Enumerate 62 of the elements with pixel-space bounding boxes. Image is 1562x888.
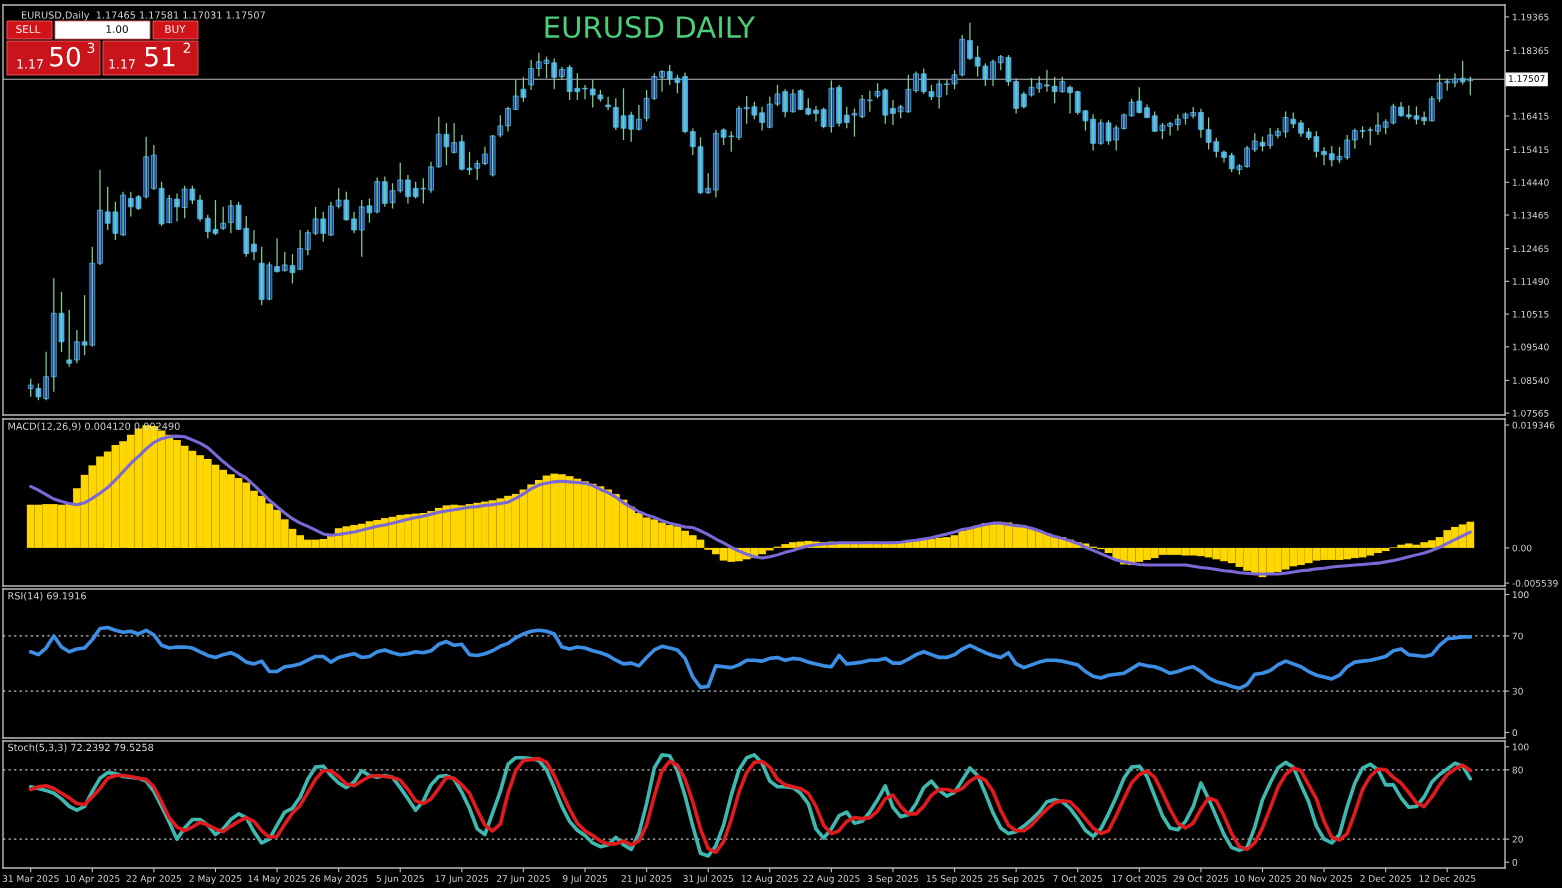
annotation: 1.17 [109,59,135,69]
x-tick-label: 7 Oct 2025 [1053,875,1102,882]
x-tick-label: 15 Sep 2025 [926,875,983,884]
y-tick-label: 1.10515 [1512,310,1549,318]
y-tick-label: 70 [1512,632,1523,640]
y-tick-label: 20 [1512,835,1523,843]
x-tick-label: 26 May 2025 [309,875,368,884]
x-tick-label: 12 Dec 2025 [1419,875,1476,882]
x-tick-label: 10 Nov 2025 [1234,875,1291,882]
x-tick-label: 20 Nov 2025 [1295,875,1353,882]
x-tick-label: 17 Jun 2025 [435,875,489,884]
annotation: 1.00 [106,25,128,34]
y-tick-label: 1.16415 [1512,112,1549,120]
annotation: 50 [50,46,81,67]
chart-title: Stoch(5,3,3) 72.2392 79.5258 [8,743,154,753]
annotation: 1.17 [17,59,43,69]
y-tick-label: 1.18365 [1512,47,1549,55]
x-tick-label: 2 Dec 2025 [1360,875,1411,882]
x-tick-label: 10 Apr 2025 [65,875,120,884]
y-tick-label: 1.07565 [1512,409,1549,417]
x-tick-label: 31 Mar 2025 [2,875,59,882]
annotation: SELL [16,25,41,34]
y-tick-label: 1.12465 [1512,245,1549,253]
x-tick-label: 25 Sep 2025 [988,875,1044,884]
chart-title: EURUSD DAILY [545,16,756,39]
x-tick-label: 29 Oct 2025 [1173,875,1229,882]
x-tick-label: 17 Oct 2025 [1112,875,1167,882]
annotation: BUY [165,25,186,34]
x-tick-label: 21 Jul 2025 [621,874,672,884]
annotation: 51 [145,47,175,67]
annotation: 2 [183,42,191,53]
x-tick-label: 12 Aug 2025 [741,875,798,884]
x-tick-label: 5 Jun 2025 [376,875,424,884]
annotation: 3 [87,42,95,54]
x-tick-label: 31 Jul 2025 [683,874,733,884]
y-tick-label: 1.08540 [1512,377,1549,384]
y-tick-label: 0 [1512,729,1518,737]
y-tick-label: 80 [1512,766,1523,774]
x-tick-label: 3 Sep 2025 [867,875,918,884]
x-tick-label: 14 May 2025 [248,875,306,884]
y-tick-label: 1.13465 [1512,211,1549,219]
y-tick-label: 0 [1512,858,1518,866]
y-tick-label: 0.00 [1512,544,1532,552]
y-tick-label: 1.19365 [1512,13,1549,21]
x-tick-label: 22 Aug 2025 [803,875,860,884]
ref-line-label: 1.17507 [1509,75,1545,82]
text: EURUSD,Daily 1.17465 1.17581 1.17031 1.17507 [21,11,265,21]
x-tick-label: 27 Jun 2025 [496,875,550,884]
y-tick-label: 1.11490 [1512,278,1549,285]
x-tick-label: 22 Apr 2025 [126,875,182,884]
y-tick-label: 0.019346 [1512,421,1555,429]
chart-title: RSI(14) 69.1916 [8,591,86,601]
x-tick-label: 9 Jul 2025 [562,874,607,884]
y-tick-label: -0.005539 [1512,579,1558,587]
y-tick-label: 1.14440 [1512,179,1549,186]
y-tick-label: 1.09540 [1512,343,1549,351]
x-tick-label: 2 May 2025 [189,875,242,884]
y-tick-label: 30 [1512,687,1523,695]
chart-title: MACD(12,26,9) 0.004120 0.002490 [8,422,180,432]
y-tick-label: 100 [1512,743,1529,751]
y-tick-label: 100 [1512,591,1529,599]
y-tick-label: 1.15415 [1512,146,1549,154]
